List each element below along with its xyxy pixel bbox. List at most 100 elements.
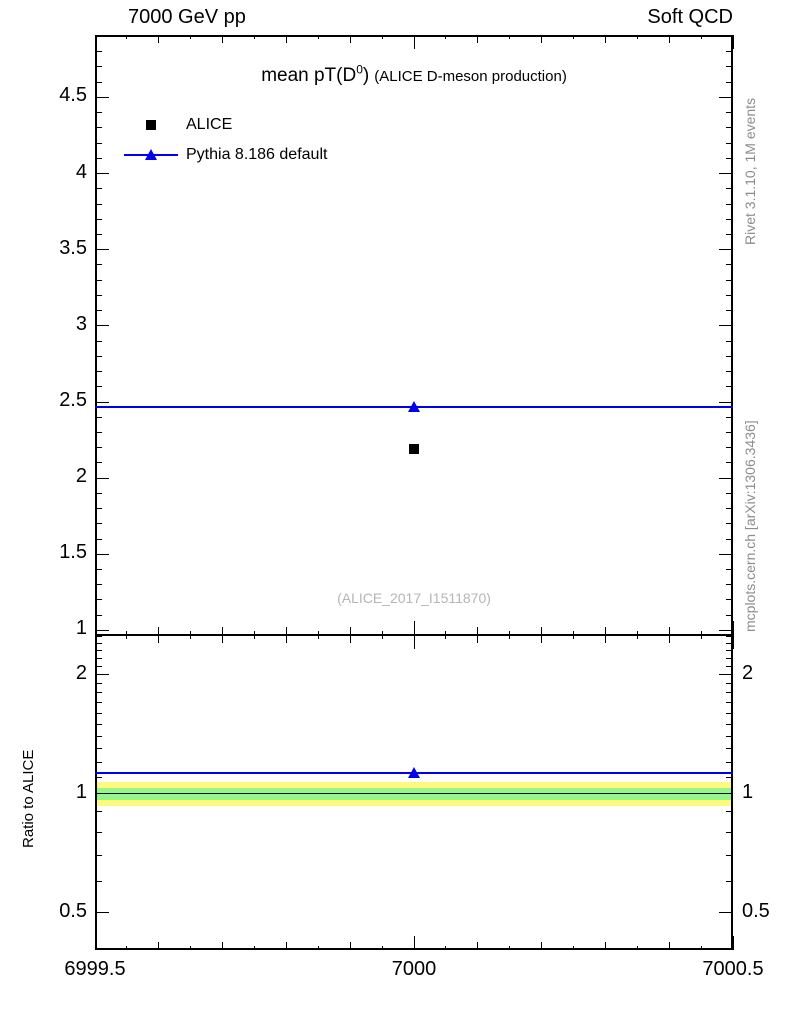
tick [222,942,224,950]
tick [95,538,102,540]
tick [726,66,733,68]
tick [413,35,415,49]
tick [719,96,733,98]
plot-frame [95,35,733,950]
tick [95,674,109,676]
tick [719,325,733,327]
tick [604,635,606,643]
tick [317,35,319,39]
tick [732,621,734,635]
tick [726,692,733,694]
tick [381,635,383,639]
black-square-icon [146,120,156,130]
tick [668,627,670,635]
tick [95,569,102,571]
tick [726,569,733,571]
tick [413,621,415,635]
tick [413,635,415,649]
process-group-label: Soft QCD [647,6,733,28]
tick [95,702,102,704]
tick [285,35,287,43]
tick [509,946,511,950]
tick [95,462,102,464]
ratio-y-label-left: 2 [75,661,87,684]
tick [726,188,733,190]
tick [726,831,733,833]
tick [509,631,511,635]
tick [636,946,638,950]
model-point-triangle [408,400,420,412]
tick [726,127,733,129]
tick [732,936,734,950]
ratio-y-label-right: 0.5 [742,899,770,922]
beam-energy-label: 7000 GeV pp [128,6,246,28]
tick [95,355,102,357]
tick [95,447,102,449]
tick [349,942,351,950]
tick [726,712,733,714]
mcplots-reference-note: mcplots.cern.ch [arXiv:1306.3436] [742,420,758,632]
tick [726,538,733,540]
tick [719,793,733,795]
y-axis-label: 3 [75,312,87,335]
tick [126,946,128,950]
tick [317,946,319,950]
tick [726,462,733,464]
tick [158,942,160,950]
tick [732,635,734,649]
tick [726,523,733,525]
tick [95,386,102,388]
data-point-square [409,444,419,455]
tick [95,912,109,914]
tick [95,157,102,159]
tick [254,946,255,950]
tick [95,614,102,616]
tick [95,629,109,631]
tick [381,631,383,635]
tick [95,642,102,644]
tick [349,627,351,635]
tick [726,776,733,778]
blue-triangle-icon [145,149,157,160]
tick [541,942,543,950]
tick [95,854,102,856]
tick [726,447,733,449]
legend: ALICE Pythia 8.186 default [122,110,327,170]
legend-label-pythia: Pythia 8.186 default [186,146,328,163]
rivet-version-note: Rivet 3.1.10, 1M events [742,97,758,245]
tick [95,294,102,296]
tick [509,35,511,39]
tick [95,188,102,190]
tick [726,761,733,763]
tick [726,642,733,644]
tick [95,650,102,652]
tick [222,635,224,643]
tick [349,635,351,643]
tick [700,635,702,639]
legend-item-pythia: Pythia 8.186 default [122,140,327,170]
tick [95,51,102,53]
tick [719,553,733,555]
tick [726,635,733,637]
tick [445,35,447,39]
tick [726,157,733,159]
tick [254,635,255,639]
tick [726,279,733,281]
tick [94,35,96,49]
tick [726,294,733,296]
tick [95,599,102,601]
tick [726,735,733,737]
tick [95,508,102,510]
tick [636,35,638,39]
tick [95,584,102,586]
tick [317,631,319,635]
title-close-paren: ) [362,65,370,87]
tick [222,627,224,635]
tick [445,635,447,639]
tick [700,631,702,635]
tick [726,599,733,601]
tick [604,627,606,635]
ratio-y-label-right: 1 [742,780,754,803]
ratio-reference-line [97,793,731,795]
